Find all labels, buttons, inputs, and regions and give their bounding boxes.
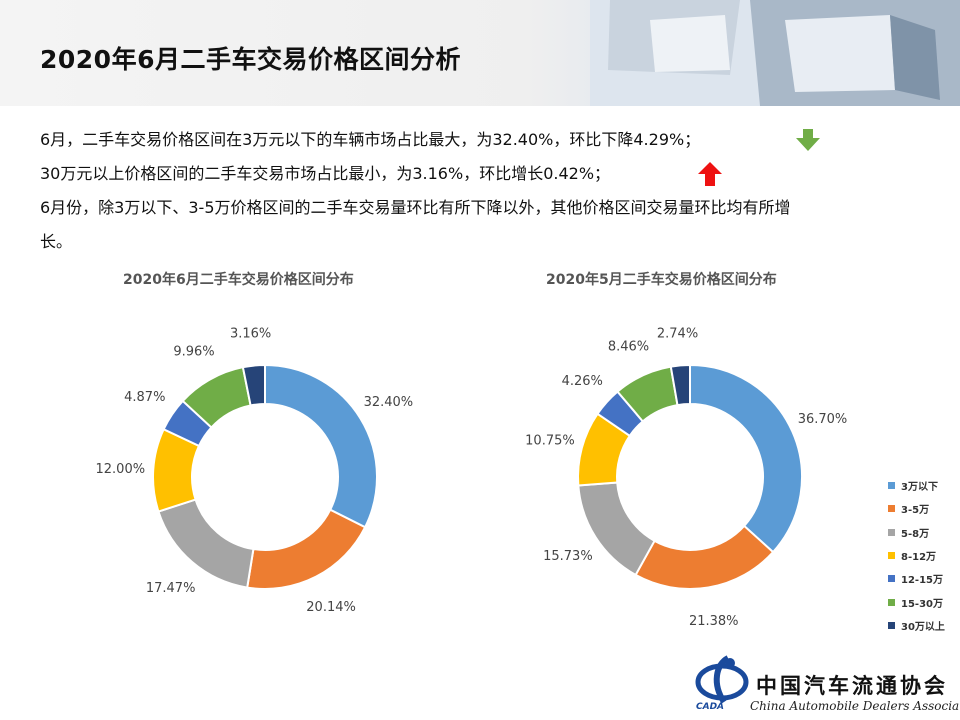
data-label-may-5: 4.26% [562,374,603,389]
data-label-may-3: 15.73% [543,549,593,564]
data-label-june-3: 17.47% [146,581,196,596]
legend-item: 12-15万 [888,567,945,590]
donut-slice-may-1 [689,363,803,554]
data-label-june-5: 4.87% [124,390,165,405]
logo-name-chinese: 中国汽车流通协会 [756,673,948,698]
data-label-may-2: 21.38% [689,614,739,629]
donut-slice-june-1 [264,363,378,529]
data-label-may-4: 10.75% [525,433,575,448]
legend-swatch [888,621,895,629]
donut-slice-may-2 [634,524,775,590]
legend-label: 15-30万 [901,598,943,610]
donut-slice-may-7 [669,363,691,407]
donut-slice-june-2 [246,508,367,590]
donut-slice-june-7 [241,363,266,407]
data-label-june-6: 9.96% [173,345,214,360]
down-arrow-icon [796,129,820,151]
cada-logo: CADA 中国汽车流通协会 China Automobile Dealers A… [692,652,960,718]
summary-line-1: 6月，二手车交易价格区间在3万元以下的车辆市场占比最大，为32.40%，环比下降… [40,130,701,149]
summary-line-3: 6月份，除3万以下、3-5万价格区间的二手车交易量环比有所下降以外，其他价格区间… [40,198,791,217]
data-label-june-7: 3.16% [230,327,271,342]
legend-swatch [888,528,895,536]
legend-swatch [888,505,895,513]
legend-label: 12-15万 [901,575,943,587]
legend-label: 8-12万 [901,552,937,564]
data-label-may-6: 8.46% [608,340,649,355]
legend-swatch [888,598,895,606]
data-label-june-4: 12.00% [96,462,146,477]
cada-emblem-icon [695,655,749,704]
chart-legend: 3万以下 3-5万 5-8万 8-12万 12-15万 15-30万 30万以上 [888,474,945,637]
page-title: 2020年6月二手车交易价格区间分析 [40,45,461,74]
legend-item: 5-8万 [888,521,945,544]
legend-item: 8-12万 [888,544,945,567]
header-banner: 2020年6月二手车交易价格区间分析 [0,0,960,106]
header-decoration [590,0,960,106]
legend-swatch [888,552,895,560]
legend-label: 3-5万 [901,505,930,517]
chart-title-june: 2020年6月二手车交易价格区间分布 [123,272,354,288]
logo-name-english: China Automobile Dealers Association [750,699,960,713]
legend-item: 30万以上 [888,614,945,637]
up-arrow-icon [698,162,722,186]
data-label-june-2: 20.14% [306,600,356,615]
legend-item: 3万以下 [888,474,945,497]
legend-label: 30万以上 [901,621,945,633]
logo-abbreviation: CADA [696,702,725,712]
donut-slice-june-3 [157,498,255,589]
legend-label: 5-8万 [901,528,930,540]
data-label-may-7: 2.74% [657,327,698,342]
data-label-june-1: 32.40% [364,395,414,410]
summary-line-4: 长。 [40,232,73,251]
data-label-may-1: 36.70% [798,412,848,427]
legend-swatch [888,575,895,583]
legend-item: 3-5万 [888,497,945,520]
summary-line-2: 30万元以上价格区间的二手车交易市场占比最小，为3.16%，环比增长0.42%； [40,164,611,183]
chart-title-may: 2020年5月二手车交易价格区间分布 [546,272,777,288]
legend-swatch [888,482,895,490]
legend-label: 3万以下 [901,482,938,494]
legend-item: 15-30万 [888,590,945,613]
